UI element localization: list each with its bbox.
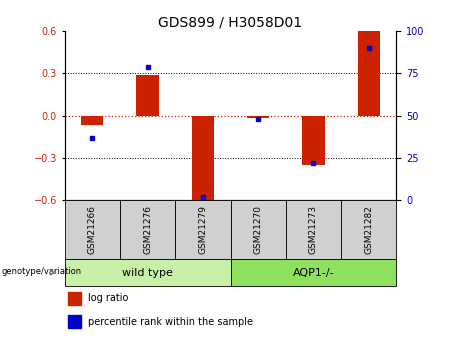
Bar [68, 292, 81, 305]
Text: genotype/variation: genotype/variation [1, 267, 82, 276]
Bar [302, 116, 325, 165]
Text: GSM21273: GSM21273 [309, 205, 318, 254]
Bar [136, 75, 159, 116]
Bar [192, 116, 214, 200]
Bar [120, 200, 175, 259]
Text: GSM21270: GSM21270 [254, 205, 263, 254]
Text: GSM21282: GSM21282 [364, 205, 373, 254]
Bar [81, 116, 103, 126]
Bar [65, 200, 120, 259]
Text: wild type: wild type [122, 268, 173, 277]
Text: percentile rank within the sample: percentile rank within the sample [88, 317, 253, 327]
Bar [230, 259, 396, 286]
Text: AQP1-/-: AQP1-/- [293, 268, 334, 277]
Title: GDS899 / H3058D01: GDS899 / H3058D01 [159, 16, 302, 30]
Bar [65, 259, 230, 286]
Bar [247, 116, 269, 118]
Text: log ratio: log ratio [88, 294, 128, 304]
Bar [230, 200, 286, 259]
Text: GSM21276: GSM21276 [143, 205, 152, 254]
Bar [286, 200, 341, 259]
Bar [341, 200, 396, 259]
Text: GSM21266: GSM21266 [88, 205, 97, 254]
Bar [358, 31, 380, 116]
Bar [68, 315, 81, 328]
Bar [175, 200, 230, 259]
Text: GSM21279: GSM21279 [198, 205, 207, 254]
